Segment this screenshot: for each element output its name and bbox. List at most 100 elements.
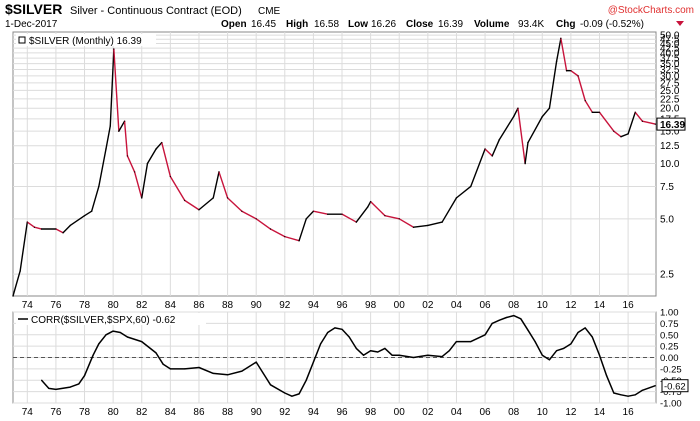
corr-last-marker: -0.62 [661, 379, 689, 393]
price-point [212, 197, 214, 199]
corr-x-tick-label: 00 [394, 407, 406, 418]
corr-y-tick-label: 0.75 [660, 319, 679, 330]
price-x-tick-label: 88 [222, 300, 234, 311]
price-x-tick-label: 08 [508, 300, 520, 311]
price-segment [484, 148, 493, 157]
price-segment [355, 206, 369, 223]
corr-point [284, 392, 286, 394]
brand-logo[interactable]: @StockCharts.com [608, 5, 694, 16]
corr-y-tick-label: 0.25 [660, 342, 679, 353]
price-segment [226, 197, 243, 212]
price-segment [212, 171, 220, 199]
volume-value: 93.4K [518, 19, 544, 30]
price-last-value: 16.39 [660, 120, 685, 131]
corr-point [527, 329, 529, 331]
price-point [91, 210, 93, 212]
corr-point [155, 352, 157, 354]
price-x-tick-label: 84 [165, 300, 177, 311]
price-last-box [656, 117, 686, 131]
price-segment [161, 141, 172, 178]
price-segment [123, 120, 129, 157]
price-point [146, 162, 149, 165]
price-point [155, 148, 157, 150]
corr-point [563, 347, 565, 349]
close-label: Close [406, 19, 434, 30]
volume-label: Volume [474, 19, 510, 30]
price-point [218, 171, 220, 173]
price-x-tick-label: 78 [79, 300, 91, 311]
corr-x-tick-label: 92 [279, 407, 291, 418]
price-point [412, 226, 415, 228]
corr-legend: CORR($SILVER,$SPX,60) -0.62 [31, 315, 176, 326]
corr-point [534, 340, 536, 343]
price-segment [33, 226, 43, 230]
price-segment [527, 115, 543, 144]
corr-point [55, 388, 57, 390]
corr-point [262, 372, 264, 375]
price-grid [13, 32, 656, 296]
price-segment [441, 197, 458, 223]
price-x-tick-label: 00 [394, 300, 406, 311]
corr-x-tick-label: 08 [508, 407, 520, 418]
price-y-tick-label: 22.5 [660, 94, 680, 105]
price-point [255, 218, 257, 220]
close-value: 16.39 [438, 19, 463, 30]
corr-last-value: -0.62 [664, 382, 686, 393]
corr-point [241, 370, 243, 372]
price-last-marker: 16.39 [656, 117, 686, 131]
low-value: 16.26 [371, 19, 396, 30]
price-point [169, 175, 171, 178]
corr-point [126, 336, 129, 338]
corr-point [112, 330, 114, 332]
corr-point [119, 331, 121, 334]
price-segment [284, 235, 300, 242]
corr-x-tick-label: 04 [451, 407, 463, 418]
corr-x-tick-label: 90 [251, 407, 263, 418]
price-point [241, 210, 243, 212]
corr-x-tick-label: 96 [336, 407, 348, 418]
price-segment [412, 224, 429, 228]
open-value: 16.45 [251, 19, 276, 30]
price-segment [126, 155, 136, 173]
price-point [634, 111, 636, 113]
price-point [620, 136, 622, 138]
price-point [591, 111, 593, 113]
price-point [198, 209, 200, 211]
price-x-tick-label: 94 [308, 300, 320, 311]
price-point [133, 171, 136, 173]
price-segment [90, 185, 100, 212]
price-segment [548, 60, 558, 109]
corr-point [370, 350, 372, 352]
price-segment [62, 224, 71, 234]
price-point [41, 228, 43, 230]
price-segment [560, 37, 568, 72]
price-y-tick-label: 37.5 [660, 54, 680, 65]
price-segment [55, 228, 64, 234]
corr-point [455, 340, 458, 343]
price-point [298, 240, 300, 242]
corr-point [541, 354, 543, 356]
price-segment [69, 214, 86, 227]
price-x-tick-label: 98 [365, 300, 377, 311]
price-segment [555, 37, 562, 63]
price-point [513, 116, 515, 118]
corr-point [226, 374, 229, 376]
price-legend-bg [16, 34, 156, 46]
price-segment [19, 221, 29, 272]
exchange-label: CME [258, 6, 281, 17]
price-y-tick-label: 20.0 [660, 104, 680, 115]
price-point [113, 48, 115, 50]
price-y-tick-label: 30.0 [660, 71, 680, 82]
corr-point [69, 386, 71, 388]
price-x-tick-label: 74 [22, 300, 34, 311]
price-point [19, 270, 21, 272]
price-segment [298, 218, 307, 242]
corr-point [298, 393, 300, 395]
corr-point [198, 366, 200, 369]
price-y-tick-label: 12.5 [660, 141, 680, 152]
corr-x-tick-label: 84 [165, 407, 177, 418]
price-point [527, 141, 529, 144]
corr-legend-bg [16, 313, 206, 325]
